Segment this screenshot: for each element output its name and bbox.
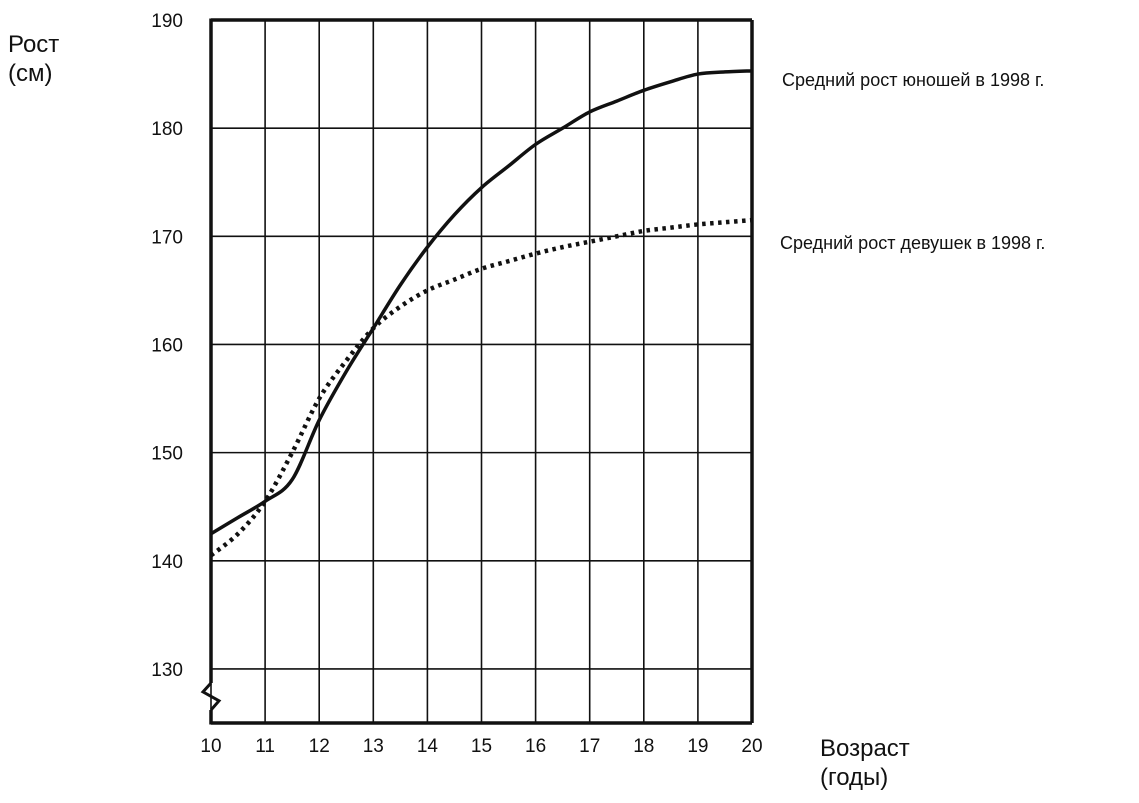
x-tick-label-18: 18: [633, 736, 654, 757]
y-axis-title-line1: Рост: [8, 31, 60, 58]
x-axis-title-line1: Возраст: [820, 735, 910, 762]
y-tick-label-140: 140: [151, 552, 183, 573]
x-tick-label-12: 12: [309, 736, 330, 757]
x-tick-label-17: 17: [579, 736, 600, 757]
series-layer: [209, 69, 753, 558]
x-tick-label-10: 10: [200, 736, 221, 757]
x-tick-label-11: 11: [255, 736, 275, 757]
x-tick-label-20: 20: [741, 736, 762, 757]
series-label-girls: Средний рост девушек в 1998 г.: [780, 233, 1046, 253]
y-tick-label-180: 180: [151, 119, 183, 140]
y-axis-title-line2: (см): [8, 60, 53, 87]
x-tick-label-16: 16: [525, 736, 546, 757]
y-tick-label-190: 190: [151, 11, 183, 32]
series-line-0: [210, 69, 753, 536]
y-tick-label-170: 170: [151, 227, 183, 248]
plot-frame: [200, 18, 754, 725]
y-axis-title: Рост (см): [8, 30, 59, 88]
axis-break-mark: [200, 681, 222, 712]
tick-labels: 130 140 150 160 170 180 190 10 11 12 13 14 15 16 17 18 1…: [151, 11, 762, 757]
x-tick-label-13: 13: [363, 736, 384, 757]
series-line-1: [209, 217, 753, 558]
x-tick-label-14: 14: [417, 736, 439, 757]
y-tick-label-160: 160: [151, 335, 183, 356]
x-tick-label-19: 19: [687, 736, 708, 757]
x-axis-title-line2: (годы): [820, 764, 889, 791]
y-tick-label-150: 150: [151, 444, 183, 465]
y-tick-label-130: 130: [151, 660, 183, 681]
grid-lines: [210, 19, 753, 723]
x-tick-label-15: 15: [471, 736, 492, 757]
x-axis-title: Возраст (годы): [820, 734, 910, 792]
series-label-boys: Средний рост юношей в 1998 г.: [782, 70, 1045, 90]
